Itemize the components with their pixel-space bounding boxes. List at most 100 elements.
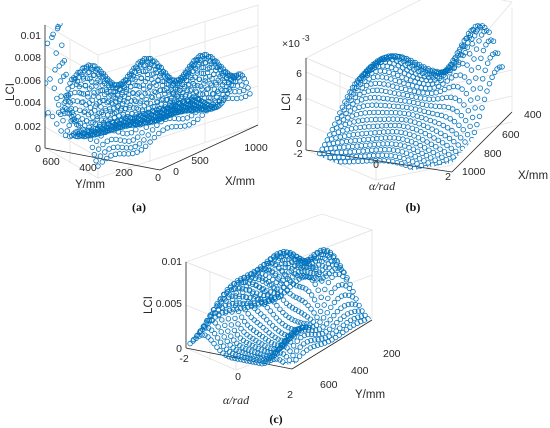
data-point-b [445,125,451,131]
data-point-b [331,130,337,137]
data-point-c [258,351,264,358]
data-point-a [74,98,81,104]
data-point-b [436,170,442,176]
data-point-c [240,300,247,307]
data-point-a [98,104,104,110]
data-point-b [406,144,412,151]
data-point-c [322,264,329,270]
data-point-a [69,109,75,116]
data-point-c [303,273,309,279]
data-point-c [239,301,245,307]
data-point-c [316,258,323,264]
data-point-a [196,62,202,68]
data-point-a [237,71,244,77]
data-point-c [264,260,270,267]
data-point-c [218,329,224,335]
z-tick-c: 0.005 [156,298,182,310]
data-point-c [285,324,291,331]
data-point-a [111,105,117,111]
data-point-a [56,63,62,69]
data-point-a [108,153,114,159]
data-point-c [277,306,283,312]
data-point-b [341,144,347,150]
data-point-b [466,143,473,149]
data-point-c [332,285,338,291]
data-point-a [84,90,91,97]
data-point-c [237,342,243,349]
data-point-b [467,51,473,57]
data-point-c [338,293,345,299]
data-point-c [311,297,318,303]
data-point-c [335,282,342,289]
data-point-a [156,130,162,137]
data-point-a [106,146,112,152]
data-point-c [231,327,238,334]
data-point-c [196,333,202,339]
data-point-a [133,126,139,133]
data-point-b [437,146,443,152]
data-point-c [265,279,272,285]
data-point-b [467,123,473,130]
x-tick-a: 500 [191,155,209,167]
data-point-c [268,340,275,346]
data-point-b [471,129,478,136]
data-point-c [234,281,240,288]
data-point-c [217,347,223,354]
data-point-a [68,118,74,124]
data-point-c [224,338,230,345]
data-point-b [480,47,487,54]
data-point-a [62,98,69,104]
data-point-b [430,110,436,117]
data-point-a [90,72,97,79]
z-tick-b: 6 [296,68,302,80]
data-point-b [394,159,400,166]
data-point-c [298,320,304,326]
data-point-c [325,338,332,345]
data-point-a [135,106,141,112]
data-point-c [262,360,268,366]
data-point-b [352,137,358,144]
data-point-a [91,90,97,96]
data-point-b [449,127,455,134]
data-point-a [54,95,60,102]
data-point-c [238,314,245,320]
data-point-b [391,103,397,109]
data-point-a [171,115,177,122]
data-point-c [236,293,242,299]
data-point-b [358,97,365,103]
data-point-b [468,97,474,103]
data-point-a [103,155,110,162]
data-point-c [231,281,237,287]
data-point-b [474,27,480,33]
data-point-a [121,138,128,144]
data-point-c [301,341,307,347]
data-point-c [267,320,273,326]
data-point-c [260,324,266,331]
data-point-a [113,136,119,143]
data-point-c [283,354,290,360]
data-point-b [361,124,368,130]
data-point-b [395,103,401,110]
data-point-b [454,156,461,163]
data-point-a [195,116,201,122]
data-point-c [289,305,296,311]
data-point-c [256,274,263,280]
data-point-c [263,267,269,273]
data-point-a [59,60,66,66]
data-point-b [453,56,460,63]
data-point-a [149,76,155,83]
data-point-a [50,31,56,37]
data-point-c [277,350,284,356]
data-point-c [324,249,330,255]
data-point-c [311,310,317,316]
data-point-c [271,290,277,296]
data-point-c [300,284,306,291]
data-point-c [323,257,329,263]
y-tick-a: 0 [155,172,161,184]
data-point-b [347,108,354,114]
data-point-b [352,94,359,100]
data-point-c [307,256,314,263]
data-point-c [264,304,270,311]
data-point-c [314,342,321,348]
data-point-c [263,327,269,333]
